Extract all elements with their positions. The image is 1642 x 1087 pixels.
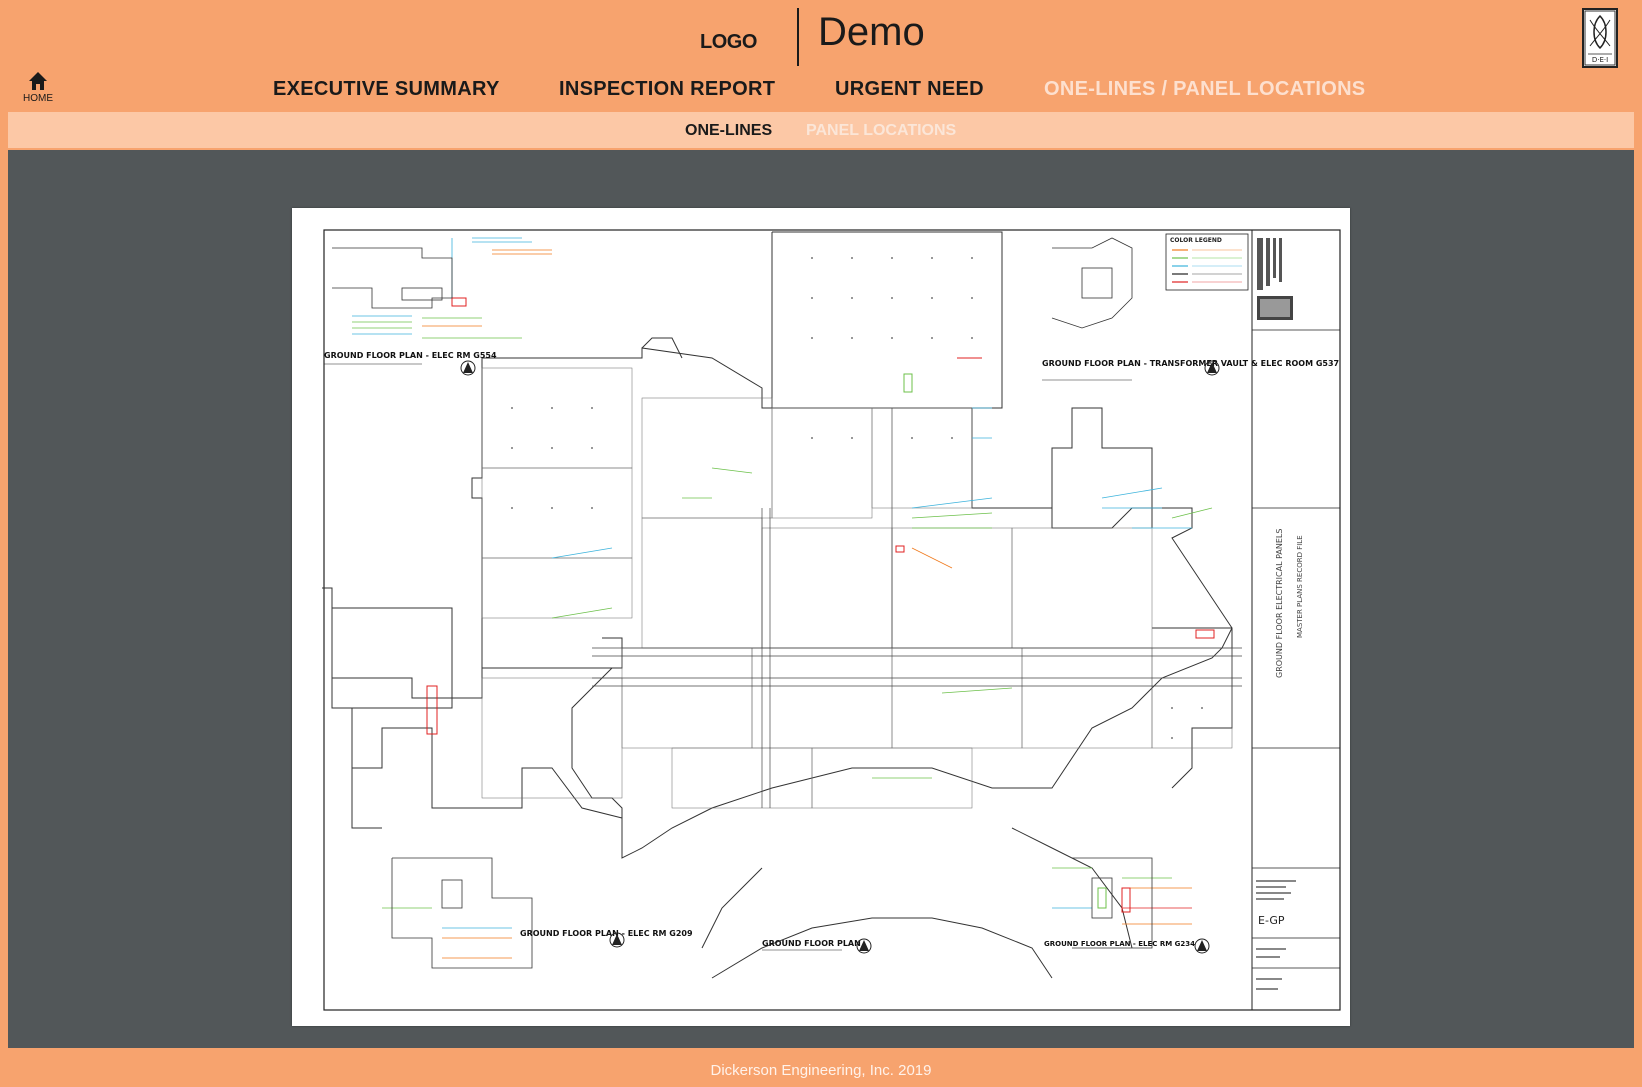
logo: LOGO xyxy=(700,31,757,53)
sheet-number: E-GP xyxy=(1258,914,1285,927)
tab-one-lines-panel-locations[interactable]: ONE-LINES / PANEL LOCATIONS xyxy=(1044,78,1366,100)
north-arrow-icon xyxy=(612,934,622,945)
subtab-panel-locations[interactable]: PANEL LOCATIONS xyxy=(806,122,957,139)
sub-nav: ONE-LINES PANEL LOCATIONS xyxy=(8,112,1634,148)
subtab-one-lines[interactable]: ONE-LINES xyxy=(685,122,773,139)
plan-title-g234: GROUND FLOOR PLAN - ELEC RM G234 xyxy=(1044,940,1195,948)
svg-text:D·E·I: D·E·I xyxy=(1592,56,1608,64)
north-arrow-icon xyxy=(463,362,473,373)
north-arrow-icon xyxy=(859,940,869,951)
legend-title: COLOR LEGEND xyxy=(1170,237,1222,244)
home-icon xyxy=(29,72,47,90)
header-divider xyxy=(797,8,799,66)
sheet-name: GROUND FLOOR ELECTRICAL PANELS xyxy=(1275,529,1284,678)
home-button[interactable]: HOME xyxy=(20,70,56,104)
home-label: HOME xyxy=(23,93,53,104)
header: LOGO Demo D·E·I HOME EXECUTIVE SUMMARY I… xyxy=(0,0,1642,110)
tab-urgent-need[interactable]: URGENT NEED xyxy=(835,78,984,100)
sheet-subtitle: MASTER PLANS RECORD FILE xyxy=(1296,535,1304,638)
footer-copyright: Dickerson Engineering, Inc. 2019 xyxy=(710,1062,932,1079)
north-arrow-icon xyxy=(1197,940,1207,951)
app-title: Demo xyxy=(818,10,925,54)
main-nav: EXECUTIVE SUMMARY INSPECTION REPORT URGE… xyxy=(0,78,1642,106)
plan-title-g537: GROUND FLOOR PLAN - TRANSFORMER VAULT & … xyxy=(1042,359,1339,368)
plan-title-g209: GROUND FLOOR PLAN - ELEC RM G209 xyxy=(520,929,693,938)
footer: Dickerson Engineering, Inc. 2019 xyxy=(0,1048,1642,1087)
plan-title-g554: GROUND FLOOR PLAN - ELEC RM G554 xyxy=(324,351,497,360)
plan-title-ground: GROUND FLOOR PLAN xyxy=(762,939,861,948)
document-viewer[interactable]: GROUND FLOOR ELECTRICAL PANELS MASTER PL… xyxy=(8,150,1634,1048)
tab-executive-summary[interactable]: EXECUTIVE SUMMARY xyxy=(273,78,500,100)
tab-inspection-report[interactable]: INSPECTION REPORT xyxy=(559,78,776,100)
floor-plan-drawing[interactable]: GROUND FLOOR ELECTRICAL PANELS MASTER PL… xyxy=(292,208,1350,1026)
north-arrow-icon xyxy=(1207,362,1217,373)
dei-brand-icon: D·E·I xyxy=(1582,8,1618,68)
